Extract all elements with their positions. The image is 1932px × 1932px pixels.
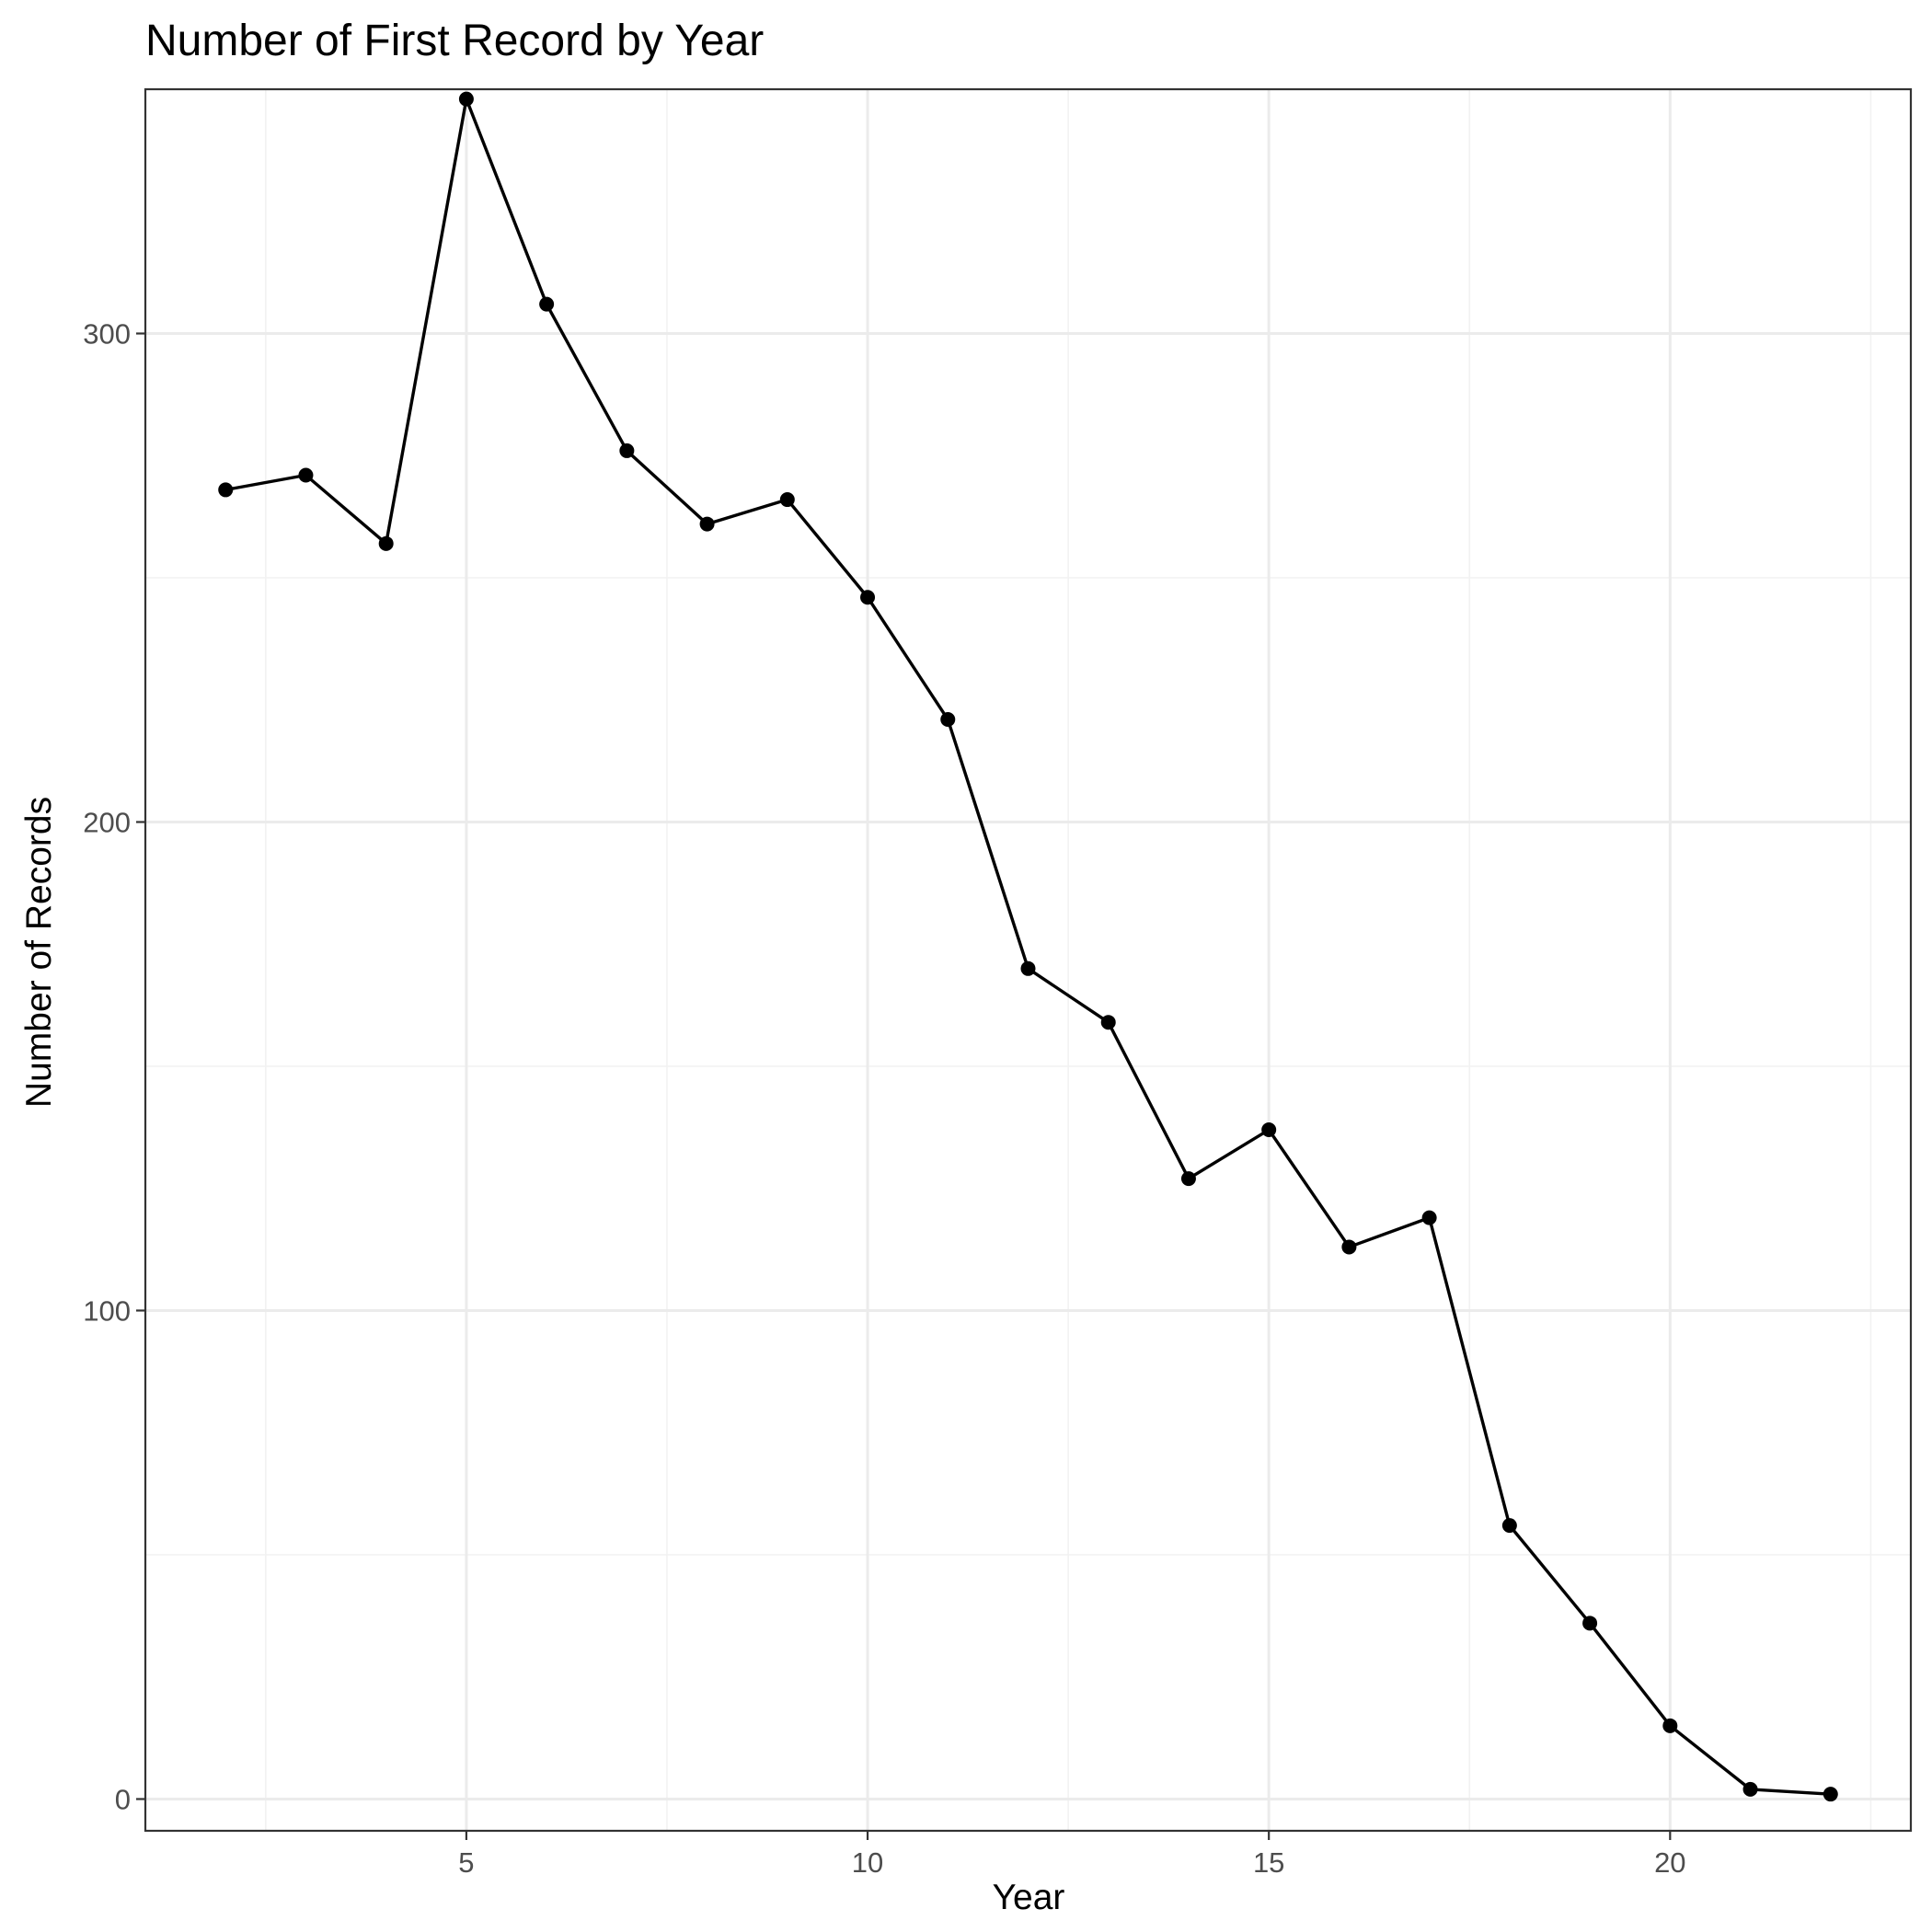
data-point [1582, 1616, 1598, 1631]
data-point [860, 590, 876, 605]
data-point [699, 516, 715, 532]
data-point [1180, 1171, 1196, 1187]
data-point [940, 711, 956, 727]
data-point [1501, 1518, 1517, 1534]
data-point [378, 535, 394, 551]
y-tick-label: 200 [83, 806, 131, 838]
data-point [1823, 1787, 1838, 1802]
data-point [1020, 960, 1036, 976]
panel-border [144, 87, 1913, 1833]
data-point [1421, 1210, 1437, 1225]
x-tick-label: 20 [1654, 1846, 1685, 1879]
x-axis-title: Year [993, 1878, 1065, 1917]
data-point [619, 443, 635, 458]
data-point [458, 91, 474, 107]
x-tick-label: 10 [852, 1846, 883, 1879]
data-point [779, 492, 795, 508]
data-point [218, 482, 234, 498]
data-point [1662, 1718, 1678, 1733]
x-tick-label: 15 [1253, 1846, 1284, 1879]
y-tick-label: 100 [83, 1294, 131, 1327]
chart-title: Number of First Record by Year [145, 17, 764, 65]
x-tick-label: 5 [458, 1846, 474, 1879]
data-point [1100, 1015, 1116, 1030]
data-point [1742, 1781, 1758, 1797]
data-point [539, 296, 555, 312]
data-point [1341, 1239, 1357, 1255]
y-axis-title: Number of Records [19, 797, 59, 1108]
plot-panel [145, 89, 1911, 1831]
y-tick-label: 300 [83, 317, 131, 350]
data-point [1261, 1122, 1277, 1138]
y-tick-label: 0 [115, 1783, 131, 1815]
data-point [298, 467, 314, 483]
